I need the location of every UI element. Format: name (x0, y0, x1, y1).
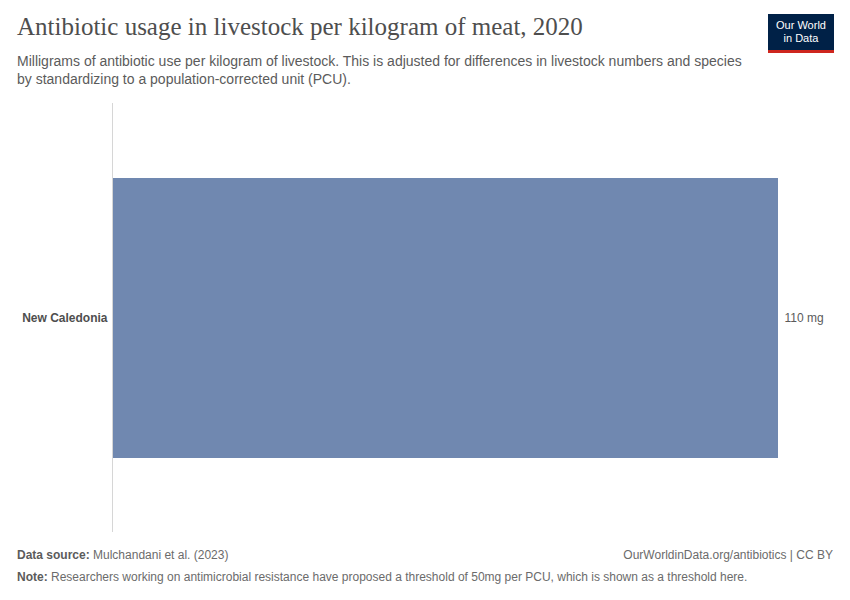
html-text:Note: Researchers working on a: Note: Researchers working on antimicrobi… (17, 570, 748, 584)
html-text:OurWorldinData.org/antibiotics: OurWorldinData.org/antibiotics | CC BY (623, 548, 833, 562)
html-text:Data source: Mulchandani et al: Data source: Mulchandani et al. (2023) (17, 548, 229, 562)
html-text:in Data: in Data (783, 32, 819, 44)
html-text:Our World: Our World (776, 19, 826, 31)
html-text:Antibiotic usage in livestock: Antibiotic usage in livestock per kilogr… (17, 13, 583, 40)
html-text:Milligrams of antibiotic use p: Milligrams of antibiotic use per kilogra… (17, 53, 742, 87)
svg-text:New Caledonia: New Caledonia (22, 311, 108, 325)
svg-text:110 mg: 110 mg (785, 311, 824, 325)
